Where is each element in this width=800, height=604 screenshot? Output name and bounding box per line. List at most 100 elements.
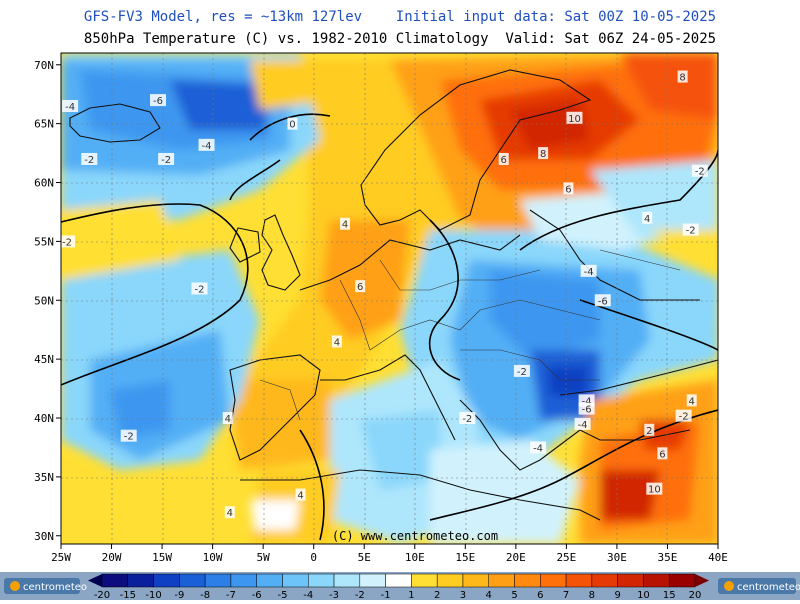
colorbar-swatch — [488, 573, 515, 588]
colorbar-swatch — [617, 573, 644, 588]
colorbar-arrow-left — [88, 574, 102, 587]
svg-text:-6: -6 — [582, 405, 592, 416]
lon-tick-label: 20E — [506, 551, 526, 564]
watermark: (C) www.centrometeo.com — [332, 529, 498, 543]
svg-text:4: 4 — [227, 508, 233, 519]
colorbar-label: -10 — [145, 590, 161, 600]
colorbar-strip: centrometeo -20 -15 -10 -9 -8 -7 -6 -5 -4 -3 -2 -1 1… — [0, 572, 800, 601]
contour-label: 2 — [644, 423, 655, 437]
colorbar-label: -3 — [329, 590, 339, 600]
colorbar-swatch — [514, 573, 541, 588]
svg-text:10: 10 — [568, 114, 581, 125]
contour-label: -4 — [62, 99, 79, 113]
colorbar-label: 10 — [637, 590, 650, 600]
colorbar-label: 1 — [408, 590, 414, 600]
svg-text:-4: -4 — [65, 102, 75, 113]
graticule — [61, 53, 718, 544]
svg-text:-4: -4 — [584, 267, 594, 278]
latitude-axis: 70N 65N 60N 55N 50N 45N 40N 35N 30N — [34, 59, 61, 543]
contour-label: -2 — [191, 282, 208, 295]
contour-label: 4 — [331, 335, 342, 348]
svg-text:0: 0 — [289, 120, 295, 131]
svg-text:6: 6 — [565, 184, 571, 195]
contour-label: 4 — [340, 217, 351, 231]
colorbar-swatch — [411, 573, 438, 588]
svg-text:2: 2 — [646, 426, 652, 437]
svg-text:-2: -2 — [194, 284, 204, 295]
lat-tick-label: 35N — [34, 471, 54, 484]
logo-right-icon — [724, 581, 734, 591]
contour-label: 4 — [642, 211, 653, 225]
colorbar-label: 9 — [614, 590, 620, 600]
contour-label: -2 — [513, 364, 530, 378]
colorbar-label: -6 — [252, 590, 262, 600]
colorbar-label: -2 — [355, 590, 365, 600]
svg-text:4: 4 — [342, 220, 348, 231]
colorbar-swatch — [153, 573, 180, 588]
colorbar-label: 4 — [486, 590, 492, 600]
contour-label: 6 — [498, 152, 509, 166]
contour-label: 8 — [677, 70, 688, 84]
colorbar-swatch — [282, 573, 309, 588]
svg-text:-2: -2 — [84, 155, 94, 166]
svg-text:-2: -2 — [686, 226, 696, 237]
contour-label: 4 — [222, 412, 233, 425]
lon-tick-label: 15E — [455, 551, 475, 564]
colorbar-swatch — [204, 573, 232, 588]
svg-text:-2: -2 — [695, 167, 705, 178]
contour-label: -6 — [150, 94, 167, 107]
contour-label: 10 — [646, 482, 663, 496]
lon-tick-label: 40E — [708, 551, 728, 564]
logo-left: centrometeo — [4, 578, 87, 594]
colorbar-swatch — [436, 573, 464, 588]
contour-label: 0 — [287, 117, 298, 131]
lon-tick-label: 25E — [556, 551, 576, 564]
svg-text:10: 10 — [648, 485, 661, 496]
svg-text:-2: -2 — [679, 412, 689, 423]
contour-label: -6 — [594, 294, 611, 307]
svg-text:6: 6 — [357, 282, 363, 293]
svg-text:-2: -2 — [62, 237, 72, 248]
lon-tick-label: 5W — [257, 551, 271, 564]
contour-label: -2 — [120, 429, 137, 443]
lat-tick-label: 60N — [34, 177, 54, 190]
svg-text:4: 4 — [689, 396, 695, 407]
contour-label: -2 — [675, 409, 692, 423]
contour-label: 4 — [686, 394, 697, 407]
contour-label: -4 — [530, 441, 547, 454]
logo-left-icon — [10, 581, 20, 591]
lat-tick-label: 55N — [34, 235, 54, 248]
contour-label: -2 — [459, 412, 476, 425]
svg-text:-2: -2 — [517, 367, 527, 378]
svg-text:-4: -4 — [578, 420, 588, 431]
contour-label: -4 — [574, 417, 591, 431]
lon-tick-label: 5E — [358, 551, 371, 564]
lon-tick-label: 10W — [203, 551, 223, 564]
lat-tick-label: 50N — [34, 294, 54, 307]
colorbar-labels: -20 -15 -10 -9 -8 -7 -6 -5 -4 -3 -2 -1 1 2 3 4 5 6 7 8 9 10 15… — [94, 590, 702, 601]
coastlines — [69, 69, 718, 521]
lon-tick-label: 30E — [607, 551, 627, 564]
svg-text:4: 4 — [297, 491, 303, 502]
contour-label: -2 — [61, 235, 76, 248]
svg-text:4: 4 — [334, 337, 340, 348]
longitude-axis: 25W 20W 15W 10W 5W 0 5E 10E 15E 20E 25E 30E 35E 40E — [51, 544, 728, 564]
colorbar-swatch — [643, 573, 670, 588]
colorbar-label: 2 — [434, 590, 440, 600]
svg-text:8: 8 — [679, 73, 685, 84]
contour-labels: -4-6-2 -2-40-2-22-24644448610684-2-2-4-6-… — [61, 70, 708, 519]
colorbar-swatch — [668, 573, 696, 588]
map-title-field: 850hPa Temperature (C) vs. 1982-2010 Cli… — [83, 31, 717, 47]
lat-tick-label: 30N — [34, 530, 54, 543]
colorbar-label: -20 — [94, 590, 110, 600]
svg-text:6: 6 — [501, 155, 507, 166]
colorbar-label: -5 — [277, 590, 287, 600]
lat-tick-label: 65N — [34, 118, 54, 131]
colorbar-swatch — [101, 573, 129, 588]
lon-tick-label: 25W — [51, 551, 71, 564]
svg-text:-4: -4 — [582, 396, 592, 407]
svg-text:6: 6 — [659, 449, 665, 460]
lon-tick-label: 20W — [102, 551, 122, 564]
colorbar-swatch — [540, 573, 567, 588]
zero-contours — [61, 113, 718, 541]
